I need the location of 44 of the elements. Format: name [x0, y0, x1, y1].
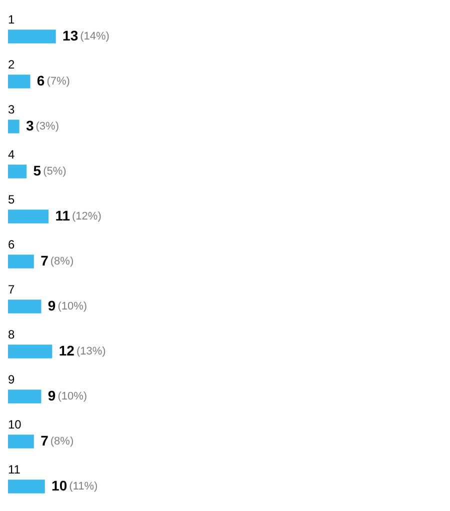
bar: [8, 164, 27, 178]
data-label: 11: [55, 207, 70, 224]
data-label: 9: [48, 297, 56, 314]
data-label: 5: [33, 162, 42, 178]
annotation: (8%): [50, 256, 74, 268]
data-label: 12: [58, 342, 75, 358]
y-tick-label: 1: [8, 12, 15, 26]
y-tick-label: 7: [8, 282, 15, 296]
data-label: 7: [40, 432, 49, 448]
y-tick-label: 9: [8, 372, 15, 386]
annotation: (8%): [50, 436, 74, 448]
bar: [8, 480, 45, 494]
bar: [8, 254, 34, 268]
data-label: 13: [62, 27, 78, 44]
annotation: (14%): [80, 30, 110, 43]
annotation: (10%): [58, 300, 88, 313]
bar: [8, 30, 56, 44]
annotation: (7%): [46, 76, 70, 88]
y-tick-label: 2: [8, 57, 15, 72]
y-tick-label: 8: [8, 327, 15, 342]
data-label: 3: [26, 117, 34, 134]
annotation: (12%): [72, 210, 102, 223]
data-label: 10: [52, 477, 68, 494]
data-label: 6: [36, 72, 45, 88]
bar: [8, 300, 42, 314]
data-label: 9: [48, 387, 56, 404]
y-tick-label: 3: [8, 102, 15, 116]
y-tick-label: 10: [8, 417, 22, 432]
bar: [8, 434, 34, 448]
y-tick-label: 6: [8, 237, 15, 252]
bar: [8, 120, 20, 134]
bar: [8, 74, 30, 88]
bar: [8, 390, 42, 404]
y-tick-label: 4: [8, 147, 15, 162]
annotation: (5%): [43, 166, 66, 178]
bar: [8, 210, 49, 224]
annotation: (3%): [36, 120, 59, 133]
data-label: 7: [40, 252, 49, 268]
bar: [8, 344, 52, 358]
y-tick-label: 11: [8, 462, 21, 476]
annotation: (10%): [58, 390, 88, 403]
annotation: (11%): [69, 480, 98, 493]
annotation: (13%): [76, 346, 106, 358]
y-tick-label: 5: [8, 192, 15, 206]
